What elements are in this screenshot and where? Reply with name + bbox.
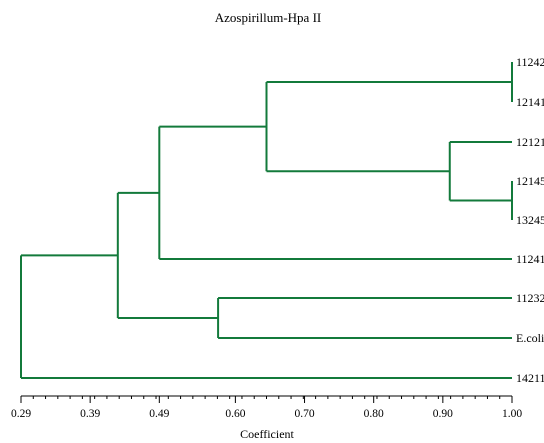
x-tick-label: 0.49: [149, 408, 169, 420]
leaf-label: 11232: [516, 291, 544, 305]
leaf-label: E.coli: [516, 331, 544, 345]
x-tick-label: 0.70: [294, 408, 314, 420]
x-tick-label: 0.80: [364, 408, 384, 420]
leaf-label: 13245: [516, 213, 544, 227]
dendrogram-branches: [20, 62, 513, 379]
leaf-label: 12141: [516, 95, 544, 109]
x-tick-label: 0.29: [11, 408, 31, 420]
chart-title: Azospirillum-Hpa II: [215, 10, 322, 25]
x-tick-label: 0.90: [433, 408, 453, 420]
leaf-labels: 11242 12141 12121 12145 13245 11241 11232 E.col…: [516, 55, 544, 385]
x-axis: 0.29 0.39 0.49 0.60 0.70 0.80 0.90 1.00: [11, 395, 522, 420]
leaf-label: 12145: [516, 174, 544, 188]
leaf-label: 11241: [516, 252, 544, 266]
x-tick-label: 0.60: [225, 408, 245, 420]
x-tick-label: 1.00: [502, 408, 522, 420]
x-axis-label: Coefficient: [240, 427, 294, 441]
leaf-label: 11242: [516, 55, 544, 69]
leaf-label: 14211: [516, 371, 544, 385]
leaf-label: 12121: [516, 135, 544, 149]
x-tick-label: 0.39: [80, 408, 100, 420]
